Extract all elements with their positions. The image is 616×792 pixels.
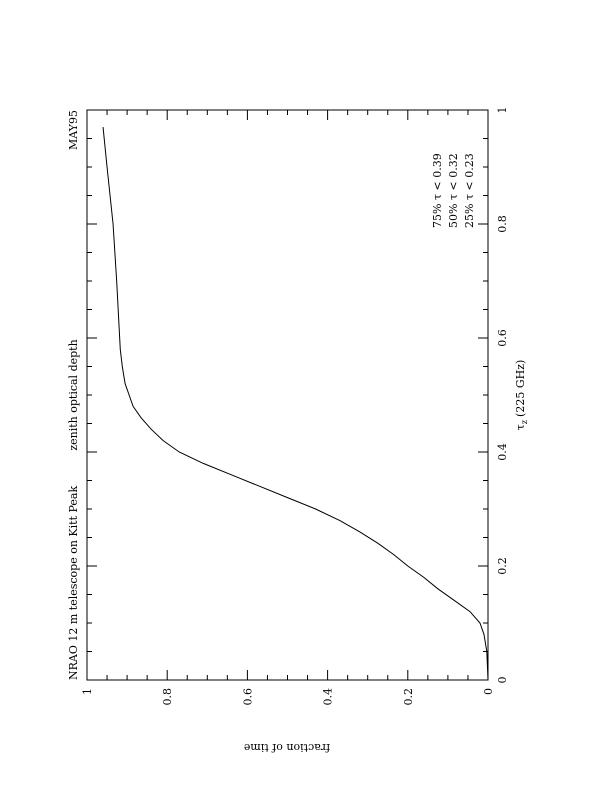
x-axis-label-symbol: τ <box>514 424 527 430</box>
x-tick-label: 1 <box>496 107 509 114</box>
title-center: zenith optical depth <box>67 339 80 450</box>
x-axis-label-rest: (225 GHz) <box>514 360 527 417</box>
y-tick-label: 1 <box>81 688 94 695</box>
x-tick-label: 0.8 <box>496 215 509 233</box>
x-tick-label: 0.2 <box>496 557 509 575</box>
x-axis-label-sub: z <box>520 420 529 424</box>
x-axis-label: τz (225 GHz) <box>514 360 529 431</box>
x-tick-label: 0.4 <box>496 443 509 461</box>
tick-marks <box>86 109 489 681</box>
title-left: NRAO 12 m telescope on Kitt Peak <box>67 486 80 680</box>
x-tick-label: 0 <box>496 677 509 684</box>
y-axis-label: fraction of time <box>244 741 330 754</box>
annotation-50: 50% τ < 0.32 <box>447 153 460 228</box>
y-tick-label: 0.4 <box>322 688 335 706</box>
y-tick-label: 0 <box>482 688 495 695</box>
y-tick-label: 0.8 <box>161 688 174 706</box>
y-tick-label: 0.6 <box>241 688 254 706</box>
plot-frame <box>86 109 489 681</box>
y-tick-label: 0.2 <box>402 688 415 706</box>
annotation-75: 75% τ < 0.39 <box>431 153 444 228</box>
x-tick-label: 0.6 <box>496 329 509 347</box>
tick-labels: 0 0.2 0.4 0.6 0.8 1 0 0.2 0.4 0.6 0.8 1 <box>81 107 509 706</box>
title-right: MAY95 <box>67 110 80 150</box>
annotation-25: 25% τ < 0.23 <box>463 153 476 228</box>
series-line <box>102 127 489 681</box>
